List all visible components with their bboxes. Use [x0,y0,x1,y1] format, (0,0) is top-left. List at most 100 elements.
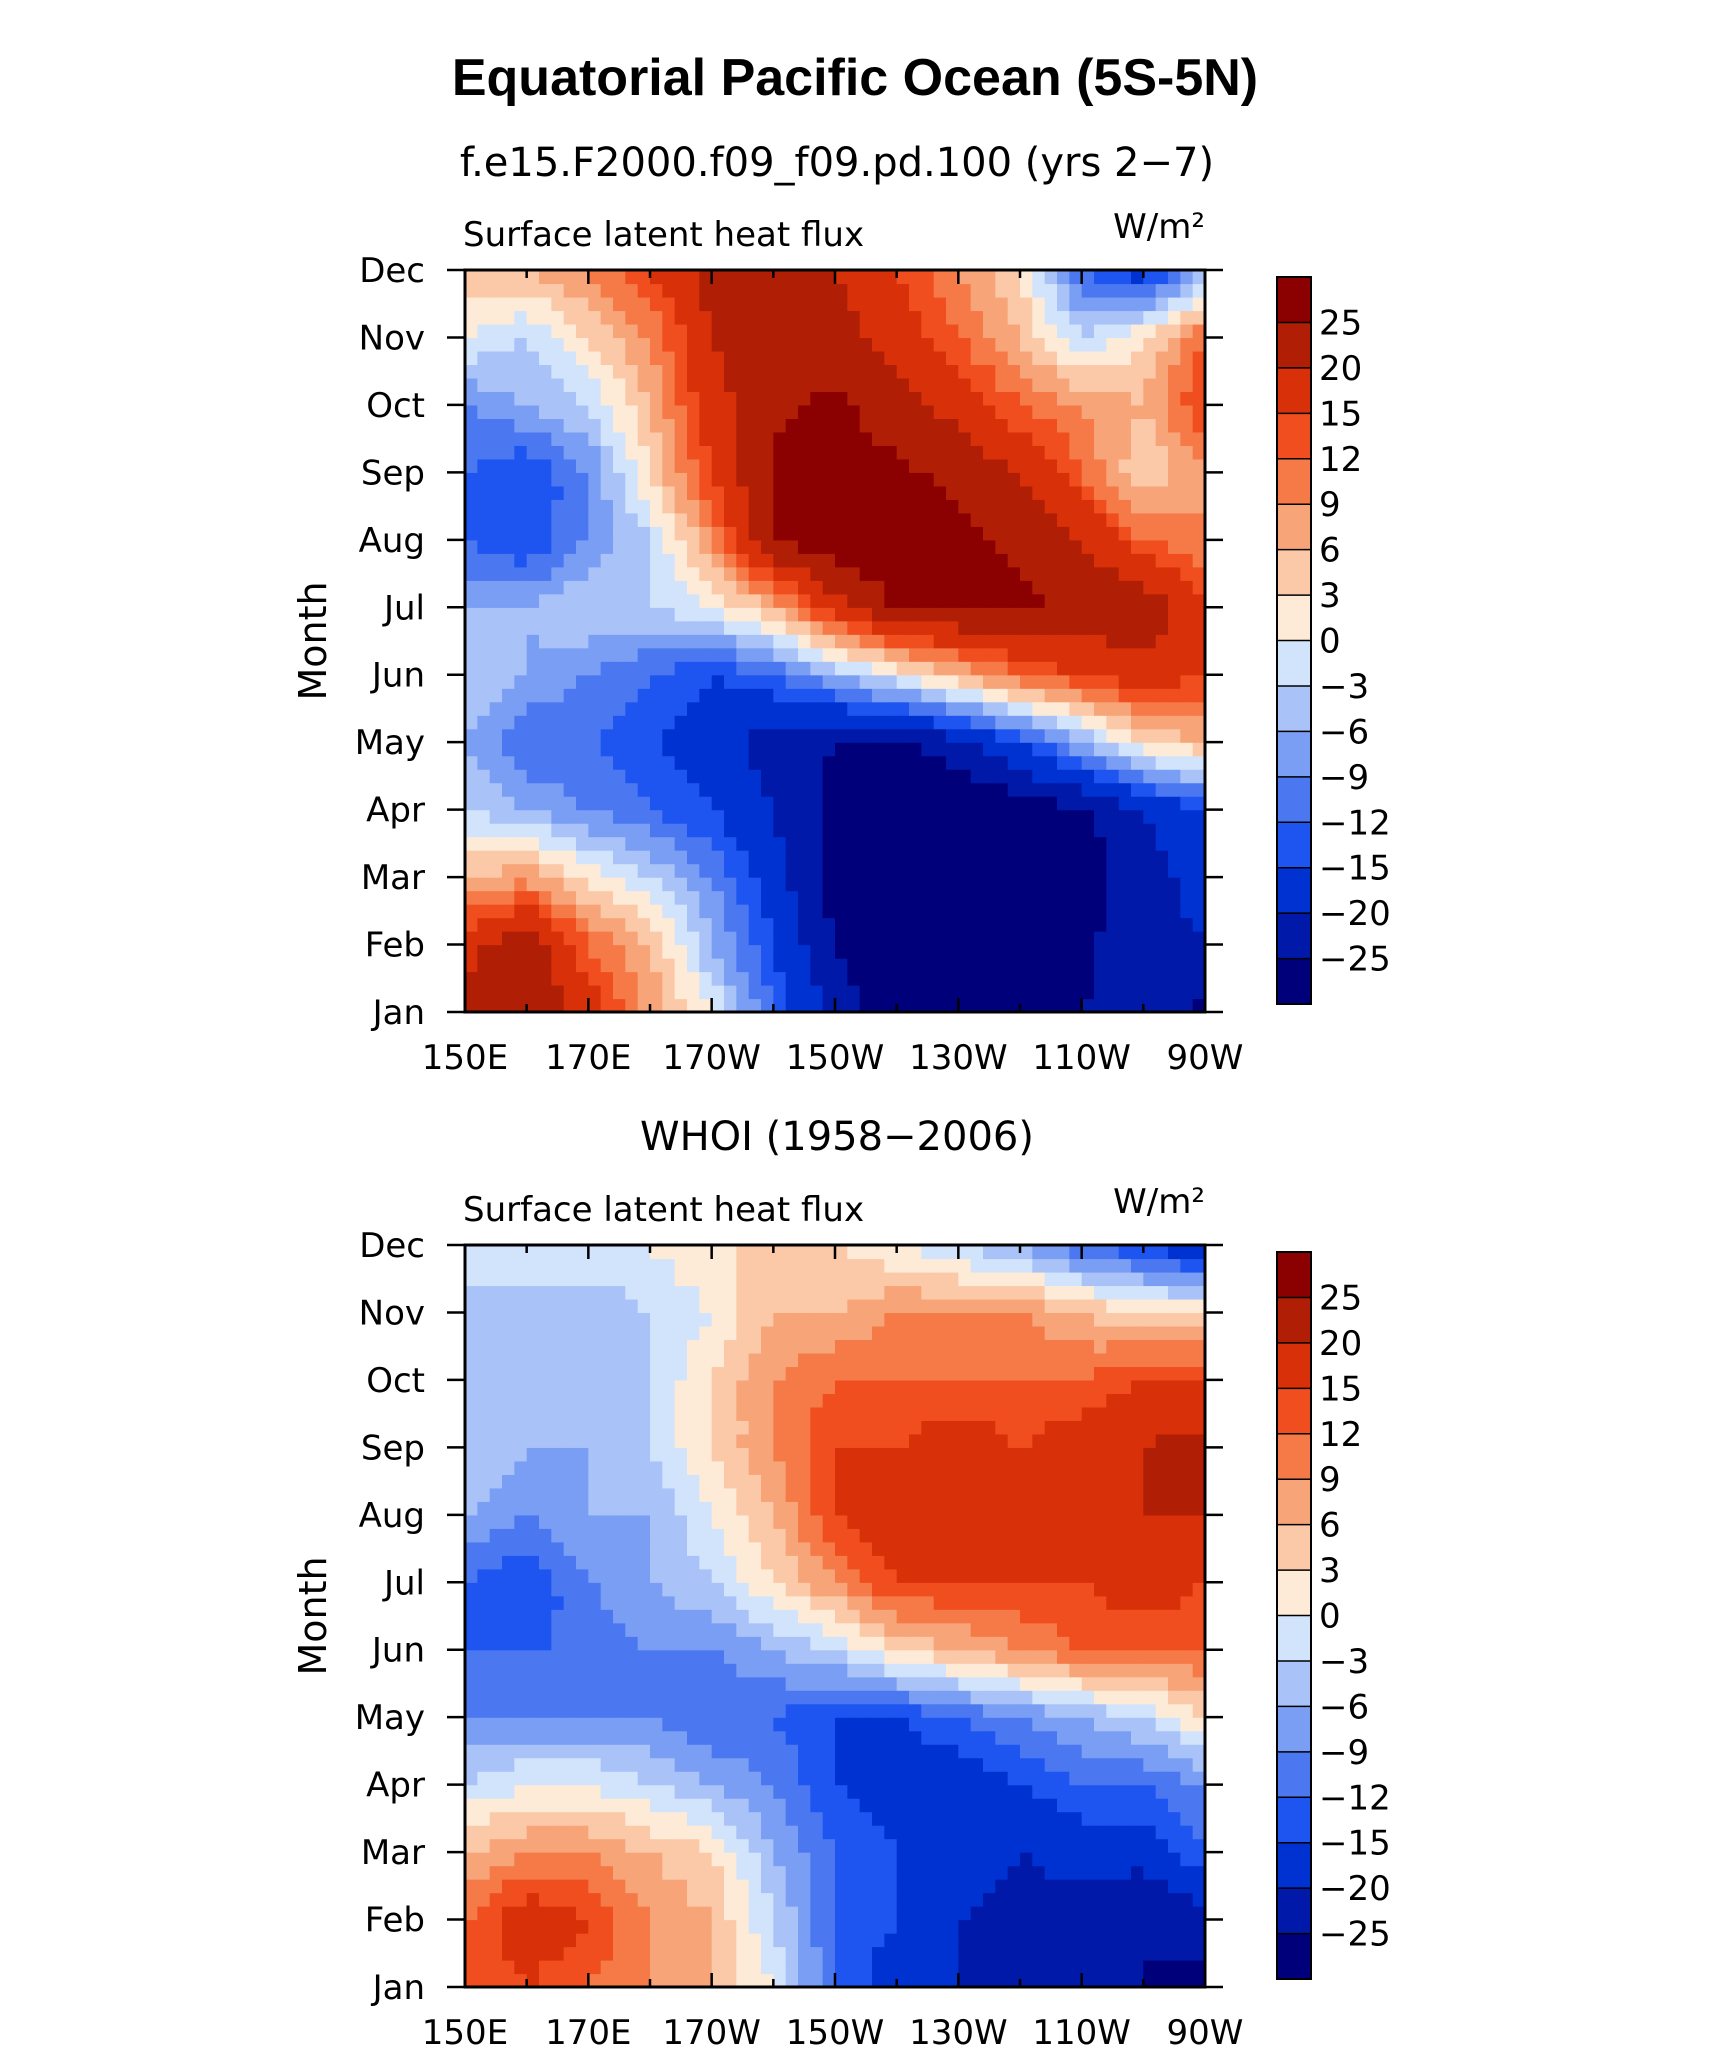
heatmap-cell [1168,377,1181,393]
heatmap-cell [526,1717,540,1732]
heatmap-cell [650,769,663,784]
heatmap-cell [650,917,663,932]
heatmap-cell [1118,647,1132,662]
heatmap-cell [600,1852,614,1867]
heatmap-cell [477,377,491,393]
heatmap-cell [699,796,713,811]
heatmap-cell [983,769,996,784]
heatmap-cell [588,1892,602,1907]
heatmap-cell [637,688,651,703]
heatmap-cell [613,377,626,393]
heatmap-cell [687,364,700,379]
heatmap-cell [773,1757,787,1772]
heatmap-cell [1180,350,1194,366]
heatmap-cell [588,1676,602,1691]
heatmap-cell [748,1973,762,1987]
heatmap-cell [514,944,528,959]
heatmap-cell [773,796,787,811]
heatmap-cell [958,310,972,325]
heatmap-cell [970,701,984,716]
heatmap-cell [1020,553,1033,568]
heatmap-cell [970,809,984,824]
heatmap-cell [933,1784,947,1799]
heatmap-cell [1118,661,1132,676]
heatmap-cell [884,553,898,568]
heatmap-cell [1057,418,1070,433]
heatmap-cell [650,1744,663,1759]
heatmap-cell [1094,715,1107,730]
heatmap-cell [687,755,700,770]
heatmap-cell [1069,742,1083,757]
heatmap-cell [785,1663,799,1678]
heatmap-cell [477,404,491,419]
heatmap-cell [687,1811,700,1826]
heatmap-cell [650,674,663,689]
heatmap-cell [909,904,922,919]
heatmap-cell [1118,1919,1132,1934]
heatmap-cell [526,296,540,312]
heatmap-cell [674,270,688,285]
heatmap-cell [502,1582,515,1597]
heatmap-cell [625,1919,639,1934]
heatmap-cell [477,1649,491,1664]
heatmap-cell [465,337,478,352]
heatmap-cell [896,877,910,892]
heatmap-cell [674,296,688,312]
heatmap-cell [983,1757,996,1772]
heatmap-cell [748,539,762,554]
heatmap-cell [674,1852,688,1867]
heatmap-cell [810,296,824,312]
heatmap-cell [1192,445,1205,460]
heatmap-cell [489,634,503,649]
heatmap-cell [983,1811,996,1826]
heatmap-cell [872,809,885,824]
heatmap-cell [933,1771,947,1786]
heatmap-cell [1106,1784,1120,1799]
heatmap-cell [1057,1946,1070,1961]
heatmap-cell [983,877,996,892]
heatmap-cell [859,890,873,905]
heatmap-cell [1081,823,1095,838]
heatmap-cell [1081,715,1095,730]
heatmap-cell [1007,1865,1021,1880]
heatmap-cell [822,971,836,986]
heatmap-cell [1131,1879,1144,1894]
heatmap-cell [1168,1784,1181,1799]
heatmap-cell [650,1919,663,1934]
heatmap-cell [1044,1690,1058,1705]
x-tick-label: 150E [422,1038,508,1078]
heatmap-cell [1143,1825,1157,1840]
heatmap-cell [748,526,762,541]
heatmap-cell [1081,350,1095,366]
heatmap-cell [1020,904,1033,919]
heatmap-cell [983,1919,996,1934]
heatmap-cell [1143,1838,1157,1853]
heatmap-cell [933,350,947,366]
heatmap-cell [1106,391,1120,406]
heatmap-cell [872,958,885,973]
heatmap-cell [526,310,540,325]
heatmap-cell [1094,512,1107,527]
heatmap-cell [1069,364,1083,379]
heatmap-cell [588,1933,602,1948]
heatmap-cell [921,904,935,919]
heatmap-cell [1155,836,1169,851]
heatmap-cell [909,607,922,622]
heatmap-cell [872,1906,885,1921]
heatmap-cell [465,1636,478,1651]
heatmap-cell [687,823,700,838]
heatmap-cell [576,944,589,959]
heatmap-cell [822,1798,836,1813]
heatmap-cell [514,634,528,649]
heatmap-cell [983,863,996,878]
heatmap-cell [489,472,503,487]
heatmap-cell [748,674,762,689]
heatmap-cell [1118,971,1132,986]
heatmap-cell [637,1933,651,1948]
heatmap-cell [884,1906,898,1921]
heatmap-cell [576,418,589,433]
heatmap-cell [909,431,922,446]
heatmap-cell [600,755,614,770]
heatmap-cell [724,337,737,352]
heatmap-cell [687,1960,700,1975]
